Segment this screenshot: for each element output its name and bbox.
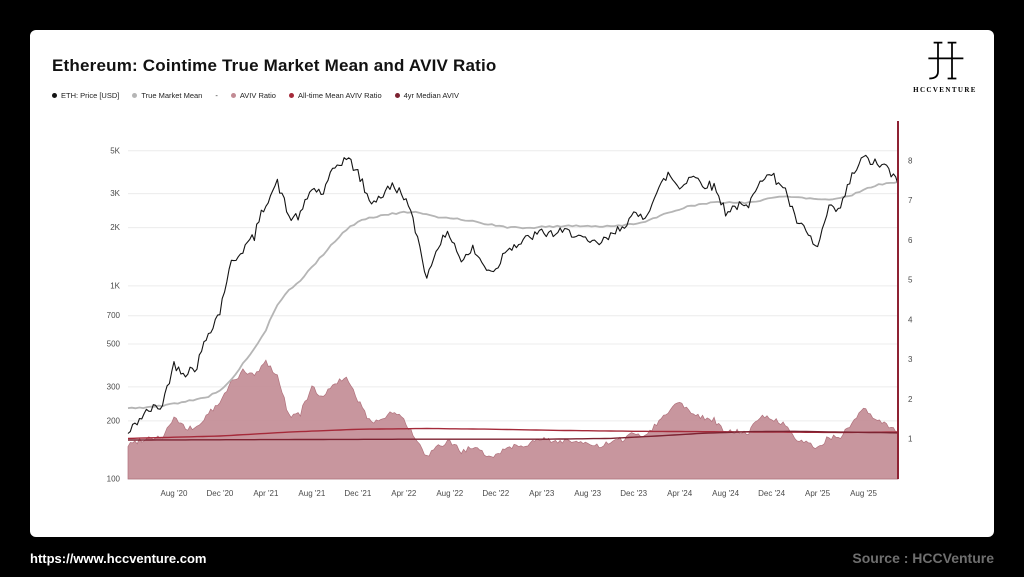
legend: ETH: Price [USD] True Market Mean - AVIV Ra… — [52, 91, 459, 100]
true-market-mean-line — [127, 181, 899, 410]
left-axis-tick-label: 700 — [107, 311, 121, 320]
legend-item: True Market Mean — [132, 91, 202, 100]
eth-price-usd-line — [127, 154, 899, 434]
x-axis-tick-label: Aug '22 — [436, 489, 463, 498]
x-axis-tick-label: Dec '23 — [620, 489, 647, 498]
left-axis-tick-label: 300 — [107, 382, 121, 391]
legend-swatch-icon — [230, 93, 236, 98]
x-axis-tick-label: Apr '23 — [529, 489, 555, 498]
legend-swatch-icon — [288, 93, 294, 98]
left-axis-tick-label: 1K — [110, 281, 120, 290]
right-axis-tick-label: 5 — [908, 276, 913, 285]
left-axis-tick-label: 2K — [110, 223, 120, 232]
right-axis-tick-label: 3 — [908, 355, 913, 364]
right-axis-tick-label: 7 — [908, 196, 913, 205]
x-axis-tick-label: Apr '25 — [805, 489, 831, 498]
right-axis-tick-label: 2 — [908, 395, 913, 404]
legend-item-label: - — [215, 91, 218, 100]
x-axis-tick-label: Dec '20 — [207, 489, 234, 498]
left-axis-tick-label: 5K — [110, 146, 120, 155]
x-axis-tick-label: Aug '21 — [298, 489, 325, 498]
x-axis-tick-label: Dec '22 — [482, 489, 509, 498]
x-axis-tick-label: Apr '21 — [253, 489, 279, 498]
right-axis-tick-label: 4 — [908, 315, 913, 324]
legend-item-label: ETH: Price [USD] — [61, 91, 120, 100]
x-axis-tick-label: Aug '23 — [574, 489, 601, 498]
legend-item: AVIV Ratio — [230, 91, 276, 100]
x-axis-tick-label: Aug '24 — [712, 489, 739, 498]
x-axis-tick-label: Aug '25 — [850, 489, 877, 498]
aviv-ratio-area — [127, 359, 899, 480]
left-axis-tick-label: 500 — [107, 339, 121, 348]
monogram-h-icon — [928, 41, 964, 80]
x-axis-tick-label: Apr '24 — [667, 489, 693, 498]
chart-area: 5K 3K 2K 1K 700 500 300 200 100 8 7 6 5 4 3 2 1 Aug '20 De… — [78, 113, 928, 517]
brand-logo: HCCVENTURE — [910, 38, 980, 94]
left-axis-tick-label: 200 — [107, 416, 121, 425]
left-axis-tick-label: 100 — [107, 475, 121, 484]
x-axis-tick-label: Apr '22 — [391, 489, 417, 498]
4yr-median-aviv-line — [128, 430, 899, 441]
chart-card: Ethereum: Cointime True Market Mean and … — [30, 30, 994, 537]
legend-item-label: AVIV Ratio — [239, 91, 276, 100]
legend-item-label: All-time Mean AVIV Ratio — [297, 91, 382, 100]
legend-swatch-icon — [394, 93, 400, 98]
source-credit: Source : HCCVenture — [852, 550, 994, 566]
legend-item: ETH: Price [USD] — [52, 91, 119, 100]
legend-item: 4yr Median AVIV — [394, 91, 459, 100]
right-axis-tick-label: 8 — [908, 156, 913, 165]
legend-item-label: True Market Mean — [141, 91, 203, 100]
legend-swatch-icon — [132, 93, 138, 98]
legend-item: All-time Mean AVIV Ratio — [288, 91, 382, 100]
page-title: Ethereum: Cointime True Market Mean and … — [52, 56, 497, 75]
right-axis-tick-label: 6 — [908, 236, 913, 245]
chart-svg: 5K 3K 2K 1K 700 500 300 200 100 8 7 6 5 4 3 2 1 Aug '20 De… — [107, 121, 913, 498]
left-axis-tick-label: 3K — [110, 189, 120, 198]
legend-item: - — [215, 91, 218, 100]
website-url[interactable]: https://www.hccventure.com — [30, 551, 207, 566]
x-axis-tick-label: Dec '24 — [758, 489, 785, 498]
legend-swatch-icon — [52, 93, 57, 98]
x-axis-tick-label: Dec '21 — [344, 489, 371, 498]
legend-item-label: 4yr Median AVIV — [403, 91, 459, 100]
x-axis-tick-label: Aug '20 — [161, 489, 188, 498]
right-axis-tick-label: 1 — [908, 435, 913, 444]
brand-name: HCCVENTURE — [913, 86, 977, 94]
